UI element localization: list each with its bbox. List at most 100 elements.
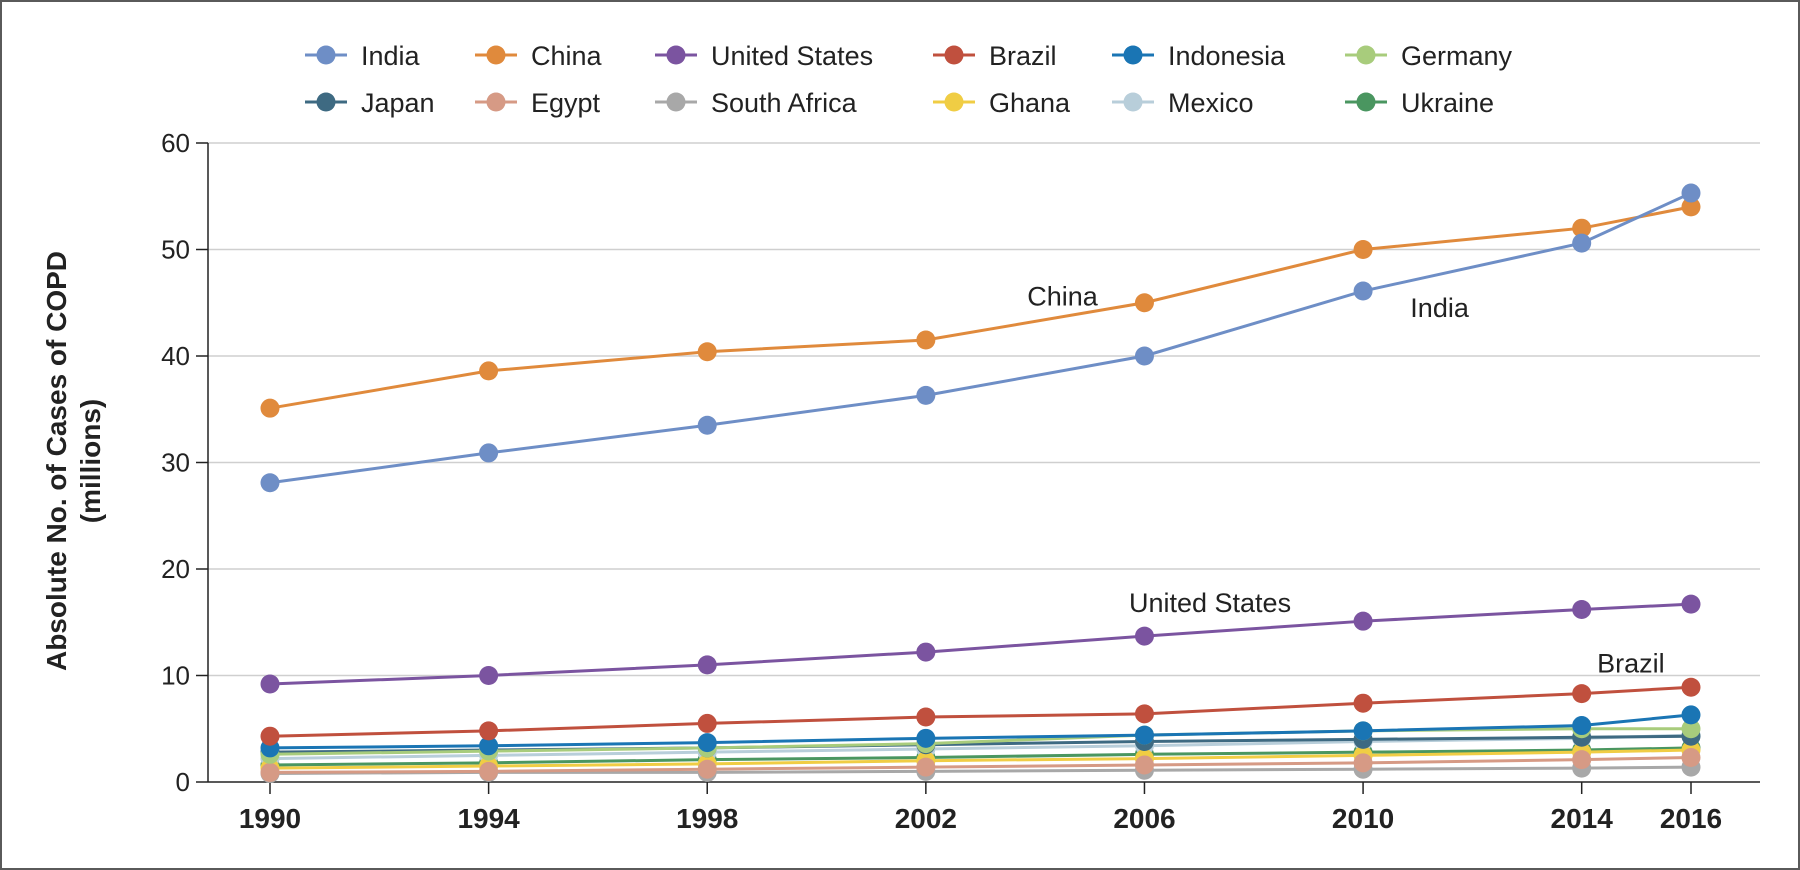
legend-item-brazil: Brazil bbox=[933, 41, 1057, 71]
legend-item-united-states: United States bbox=[655, 41, 873, 71]
legend-label-ghana: Ghana bbox=[989, 88, 1071, 118]
legend-swatch-marker-indonesia bbox=[1123, 45, 1143, 65]
y-axis-ticks: 0 10 20 30 40 50 60 bbox=[161, 128, 208, 797]
legend-swatch-marker-china bbox=[486, 45, 506, 65]
x-tick-label-2002: 2002 bbox=[895, 803, 957, 834]
legend-item-egypt: Egypt bbox=[475, 88, 601, 118]
series-line-ghana bbox=[269, 748, 1692, 770]
y-axis-label: Absolute No. of Cases of COPD (millions) bbox=[41, 251, 106, 671]
data-point-india-2016 bbox=[1681, 183, 1701, 203]
data-point-united-states-2002 bbox=[916, 642, 936, 662]
legend-swatch-marker-south-africa bbox=[666, 92, 686, 112]
data-point-indonesia-1994 bbox=[479, 736, 499, 756]
data-point-germany-2016 bbox=[1681, 719, 1701, 739]
x-tick-label-2010: 2010 bbox=[1332, 803, 1394, 834]
legend-label-brazil: Brazil bbox=[989, 41, 1057, 71]
x-tick-label-2014: 2014 bbox=[1551, 803, 1614, 834]
data-point-indonesia-2016 bbox=[1681, 705, 1701, 725]
data-point-brazil-1990 bbox=[260, 726, 280, 746]
series-line-united-states bbox=[269, 602, 1692, 686]
legend-label-china: China bbox=[531, 41, 603, 71]
legend-swatch-marker-ghana bbox=[944, 92, 964, 112]
data-point-india-1990 bbox=[260, 473, 280, 493]
data-point-united-states-1998 bbox=[697, 655, 717, 675]
data-point-egypt-1990 bbox=[260, 762, 280, 782]
data-point-brazil-2016 bbox=[1681, 677, 1701, 697]
x-tick-label-1994: 1994 bbox=[457, 803, 520, 834]
series-line-china bbox=[269, 205, 1692, 410]
data-point-india-2010 bbox=[1353, 281, 1373, 301]
legend-swatch-marker-japan bbox=[316, 92, 336, 112]
data-point-united-states-2006 bbox=[1134, 626, 1154, 646]
data-point-china-2002 bbox=[916, 330, 936, 350]
series-line-india bbox=[269, 191, 1692, 485]
x-tick-label-1998: 1998 bbox=[676, 803, 738, 834]
series-line-brazil bbox=[269, 685, 1692, 738]
legend-item-ukraine: Ukraine bbox=[1345, 88, 1494, 118]
y-tick-label-40: 40 bbox=[161, 341, 190, 371]
data-point-india-1998 bbox=[697, 415, 717, 435]
data-point-egypt-2014 bbox=[1572, 750, 1592, 770]
y-tick-label-10: 10 bbox=[161, 661, 190, 691]
data-point-egypt-1998 bbox=[697, 759, 717, 779]
data-point-china-2010 bbox=[1353, 240, 1373, 259]
data-point-india-2006 bbox=[1134, 346, 1154, 366]
data-point-egypt-2006 bbox=[1134, 755, 1154, 775]
legend-swatch-marker-ukraine bbox=[1356, 92, 1376, 112]
legend-label-japan: Japan bbox=[361, 88, 435, 118]
y-tick-label-30: 30 bbox=[161, 448, 190, 478]
legend-swatch-marker-mexico bbox=[1123, 92, 1143, 112]
series-line-ukraine bbox=[269, 746, 1692, 767]
legend-item-south-africa: South Africa bbox=[655, 88, 858, 118]
annotation-india: India bbox=[1410, 293, 1470, 323]
legend-label-united-states: United States bbox=[711, 41, 873, 71]
data-point-india-2014 bbox=[1572, 233, 1592, 253]
data-point-china-2014 bbox=[1572, 218, 1592, 238]
y-axis-label-line-1: Absolute No. of Cases of COPD bbox=[41, 251, 72, 671]
data-point-egypt-2016 bbox=[1681, 748, 1701, 768]
data-point-united-states-1990 bbox=[260, 674, 280, 694]
data-point-india-1994 bbox=[479, 443, 499, 463]
annotation-united-states: United States bbox=[1129, 588, 1291, 618]
legend-item-china: China bbox=[475, 41, 603, 71]
data-point-india-2002 bbox=[916, 385, 936, 405]
y-tick-label-50: 50 bbox=[161, 235, 190, 265]
data-point-china-2016 bbox=[1681, 197, 1701, 217]
data-point-indonesia-2010 bbox=[1353, 721, 1373, 741]
annotation-brazil: Brazil bbox=[1597, 649, 1665, 679]
data-point-egypt-2010 bbox=[1353, 753, 1373, 773]
data-point-china-2006 bbox=[1134, 293, 1154, 313]
data-point-brazil-2006 bbox=[1134, 704, 1154, 724]
series-china bbox=[260, 197, 1701, 418]
x-tick-label-2006: 2006 bbox=[1113, 803, 1175, 834]
legend-item-ghana: Ghana bbox=[933, 88, 1071, 118]
legend-label-ukraine: Ukraine bbox=[1401, 88, 1494, 118]
data-point-brazil-2014 bbox=[1572, 684, 1592, 704]
data-point-united-states-1994 bbox=[479, 666, 499, 685]
legend-swatch-marker-united-states bbox=[666, 45, 686, 65]
series-india bbox=[260, 183, 1701, 493]
data-point-brazil-2010 bbox=[1353, 693, 1373, 713]
annotations: China India United States Brazil bbox=[1027, 281, 1664, 678]
series-indonesia bbox=[260, 705, 1701, 758]
legend-swatch-marker-brazil bbox=[944, 45, 964, 65]
annotation-china: China bbox=[1027, 281, 1099, 311]
legend-swatch-marker-india bbox=[316, 45, 336, 65]
legend-item-germany: Germany bbox=[1345, 41, 1513, 71]
x-axis-ticks: 1990 1994 1998 2002 2006 2010 2014 2016 bbox=[239, 782, 1722, 834]
legend-swatch-marker-egypt bbox=[486, 92, 506, 112]
legend-label-mexico: Mexico bbox=[1168, 88, 1254, 118]
data-point-united-states-2014 bbox=[1572, 599, 1592, 619]
data-point-china-1990 bbox=[260, 398, 280, 418]
series-line-indonesia bbox=[269, 713, 1692, 750]
series-lines bbox=[260, 183, 1701, 783]
legend-swatch-marker-germany bbox=[1356, 45, 1376, 65]
legend-item-japan: Japan bbox=[305, 88, 435, 118]
legend-label-egypt: Egypt bbox=[531, 88, 601, 118]
data-point-egypt-2002 bbox=[916, 757, 936, 777]
y-axis-label-line-2: (millions) bbox=[75, 399, 106, 523]
legend-label-indonesia: Indonesia bbox=[1168, 41, 1286, 71]
y-tick-label-20: 20 bbox=[161, 554, 190, 584]
legend-label-south-africa: South Africa bbox=[711, 88, 858, 118]
